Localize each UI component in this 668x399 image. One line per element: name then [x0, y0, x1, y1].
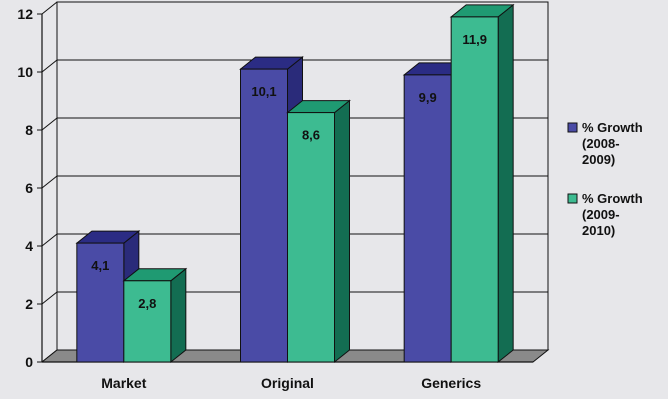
y-tick-label: 10 [17, 64, 33, 80]
bar [287, 112, 335, 363]
legend-item: % Growth(2008-2009) [567, 120, 643, 167]
legend: % Growth(2008-2009)% Growth(2009-2010) [567, 120, 643, 238]
bar-side [334, 99, 350, 364]
gridline-side [41, 1, 58, 15]
bar-side [170, 267, 187, 364]
bar [403, 74, 452, 363]
y-tick-label: 2 [25, 296, 33, 312]
legend-label: 2010) [582, 223, 615, 238]
data-labels: 4,1 2,8 10,1 8,6 9,9 11,9 [91, 32, 487, 311]
data-label: 4,1 [91, 258, 109, 273]
y-tick-label: 8 [25, 122, 33, 138]
y-tick-label: 4 [25, 238, 33, 254]
legend-label: % Growth [582, 191, 643, 206]
y-tick-label: 0 [25, 354, 33, 370]
category-axis: Market Original Generics [101, 375, 481, 391]
data-label: 2,8 [138, 296, 156, 311]
data-label: 10,1 [251, 84, 276, 99]
bar [76, 242, 125, 363]
gridline-side [41, 175, 58, 189]
bar [240, 68, 288, 363]
bar [123, 280, 172, 363]
legend-label: (2009- [582, 207, 620, 222]
bar-group [75, 3, 515, 364]
category-label: Original [261, 375, 314, 391]
y-tick-label: 6 [25, 180, 33, 196]
bar [450, 16, 499, 363]
legend-swatch [567, 122, 578, 133]
gridline-side [41, 59, 58, 73]
data-label: 9,9 [419, 90, 437, 105]
y-tick-label: 12 [17, 6, 33, 22]
bar-side [497, 3, 514, 364]
gridline-side [41, 291, 58, 305]
gridline-side [41, 233, 58, 247]
category-label: Generics [421, 375, 481, 391]
category-label: Market [101, 375, 146, 391]
gridline-side [41, 117, 58, 131]
legend-item: % Growth(2009-2010) [567, 191, 643, 238]
legend-swatch [567, 193, 578, 204]
legend-label: (2008- [582, 136, 620, 151]
data-label: 11,9 [462, 32, 487, 47]
data-label: 8,6 [302, 128, 320, 143]
legend-label: 2009) [582, 152, 615, 167]
legend-label: % Growth [582, 120, 643, 135]
